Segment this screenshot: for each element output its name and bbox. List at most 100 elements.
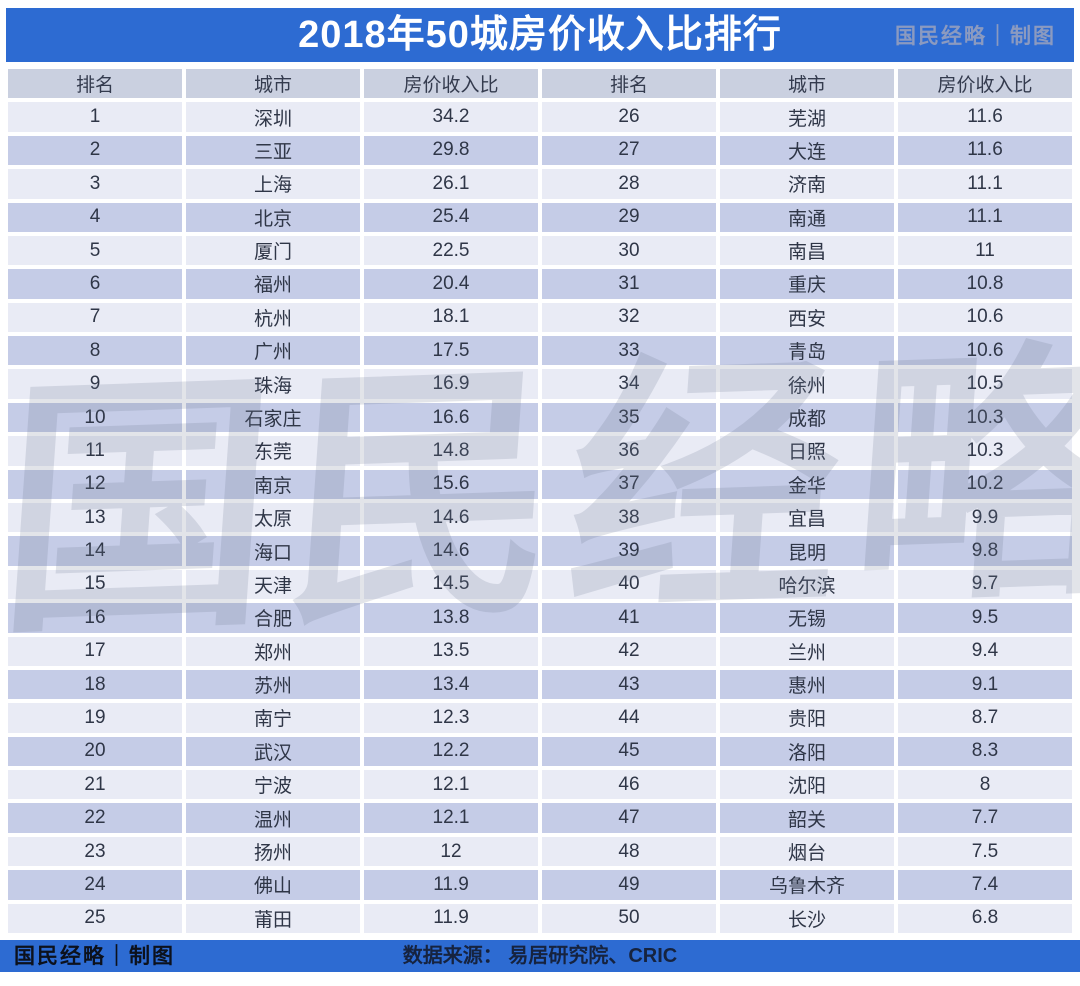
ratio-cell: 6.8 [898, 903, 1072, 933]
ratio-cell: 10.8 [898, 269, 1072, 299]
column-header: 房价收入比 [898, 69, 1072, 99]
city-cell: 宜昌 [720, 502, 894, 533]
ratio-cell: 9.8 [898, 536, 1072, 566]
ratio-cell: 11.1 [898, 169, 1072, 199]
ratio-cell: 10.6 [898, 302, 1072, 333]
rank-cell: 16 [8, 603, 182, 633]
rank-cell: 4 [8, 202, 182, 232]
city-cell: 太原 [186, 502, 360, 533]
city-cell: 济南 [720, 169, 894, 199]
ratio-cell: 13.8 [364, 603, 538, 633]
rank-cell: 1 [8, 102, 182, 132]
city-cell: 天津 [186, 569, 360, 600]
ratio-cell: 14.6 [364, 536, 538, 566]
rank-cell: 15 [8, 569, 182, 600]
rank-cell: 21 [8, 770, 182, 800]
ranking-grid: 排名 城市 房价收入比 排名 城市 房价收入比 1 深圳 34.2 26 芜湖 11.6 2 三亚 29.8… [4, 65, 1076, 937]
rank-cell: 11 [8, 436, 182, 466]
rank-cell: 33 [542, 336, 716, 366]
city-cell: 青岛 [720, 336, 894, 366]
data-source: 数据来源： 易居研究院、CRIC [402, 945, 678, 967]
city-cell: 韶关 [720, 803, 894, 833]
ratio-cell: 7.4 [898, 870, 1072, 900]
city-cell: 成都 [720, 402, 894, 433]
ratio-cell: 8.7 [898, 703, 1072, 733]
city-cell: 佛山 [186, 870, 360, 900]
ratio-cell: 11.9 [364, 903, 538, 933]
city-cell: 日照 [720, 436, 894, 466]
rank-cell: 14 [8, 536, 182, 566]
column-header: 排名 [8, 69, 182, 99]
ratio-cell: 9.7 [898, 569, 1072, 600]
ratio-cell: 12 [364, 836, 538, 867]
city-cell: 东莞 [186, 436, 360, 466]
ratio-cell: 8.3 [898, 736, 1072, 767]
ratio-cell: 25.4 [364, 202, 538, 232]
rank-cell: 25 [8, 903, 182, 933]
city-cell: 莆田 [186, 903, 360, 933]
rank-cell: 2 [8, 135, 182, 166]
footer-bar: 国民经略｜制图 数据来源： 易居研究院、CRIC [0, 940, 1080, 972]
rank-cell: 13 [8, 502, 182, 533]
rank-cell: 34 [542, 369, 716, 399]
rank-cell: 3 [8, 169, 182, 199]
rank-cell: 43 [542, 669, 716, 700]
rank-cell: 17 [8, 636, 182, 666]
rank-cell: 22 [8, 803, 182, 833]
city-cell: 珠海 [186, 369, 360, 399]
city-cell: 武汉 [186, 736, 360, 767]
rank-cell: 35 [542, 402, 716, 433]
city-cell: 芜湖 [720, 102, 894, 132]
city-cell: 西安 [720, 302, 894, 333]
rank-cell: 27 [542, 135, 716, 166]
city-cell: 扬州 [186, 836, 360, 867]
ratio-cell: 11.6 [898, 102, 1072, 132]
rank-cell: 44 [542, 703, 716, 733]
rank-cell: 47 [542, 803, 716, 833]
ratio-cell: 20.4 [364, 269, 538, 299]
city-cell: 惠州 [720, 669, 894, 700]
ratio-cell: 10.2 [898, 469, 1072, 499]
city-cell: 苏州 [186, 669, 360, 700]
ratio-cell: 11 [898, 235, 1072, 266]
ratio-cell: 17.5 [364, 336, 538, 366]
city-cell: 合肥 [186, 603, 360, 633]
rank-cell: 42 [542, 636, 716, 666]
rank-cell: 46 [542, 770, 716, 800]
title-bar: 2018年50城房价收入比排行 国民经略｜制图 [6, 8, 1074, 62]
rank-cell: 48 [542, 836, 716, 867]
city-cell: 洛阳 [720, 736, 894, 767]
city-cell: 厦门 [186, 235, 360, 266]
ratio-cell: 10.3 [898, 436, 1072, 466]
ratio-cell: 16.6 [364, 402, 538, 433]
city-cell: 深圳 [186, 102, 360, 132]
rank-cell: 5 [8, 235, 182, 266]
rank-cell: 28 [542, 169, 716, 199]
city-cell: 南通 [720, 202, 894, 232]
rank-cell: 8 [8, 336, 182, 366]
city-cell: 南昌 [720, 235, 894, 266]
city-cell: 哈尔滨 [720, 569, 894, 600]
city-cell: 乌鲁木齐 [720, 870, 894, 900]
ratio-cell: 26.1 [364, 169, 538, 199]
city-cell: 贵阳 [720, 703, 894, 733]
city-cell: 杭州 [186, 302, 360, 333]
city-cell: 北京 [186, 202, 360, 232]
brand-credit: 国民经略｜制图 [895, 23, 1056, 48]
rank-cell: 9 [8, 369, 182, 399]
city-cell: 上海 [186, 169, 360, 199]
rank-cell: 26 [542, 102, 716, 132]
rank-cell: 37 [542, 469, 716, 499]
ratio-cell: 14.6 [364, 502, 538, 533]
ratio-cell: 11.1 [898, 202, 1072, 232]
rank-cell: 24 [8, 870, 182, 900]
ratio-cell: 11.6 [898, 135, 1072, 166]
city-cell: 南京 [186, 469, 360, 499]
ratio-cell: 7.7 [898, 803, 1072, 833]
city-cell: 宁波 [186, 770, 360, 800]
column-header: 城市 [720, 69, 894, 99]
column-header: 城市 [186, 69, 360, 99]
footer-brand-credit: 国民经略｜制图 [14, 943, 175, 968]
rank-cell: 41 [542, 603, 716, 633]
ratio-cell: 29.8 [364, 135, 538, 166]
